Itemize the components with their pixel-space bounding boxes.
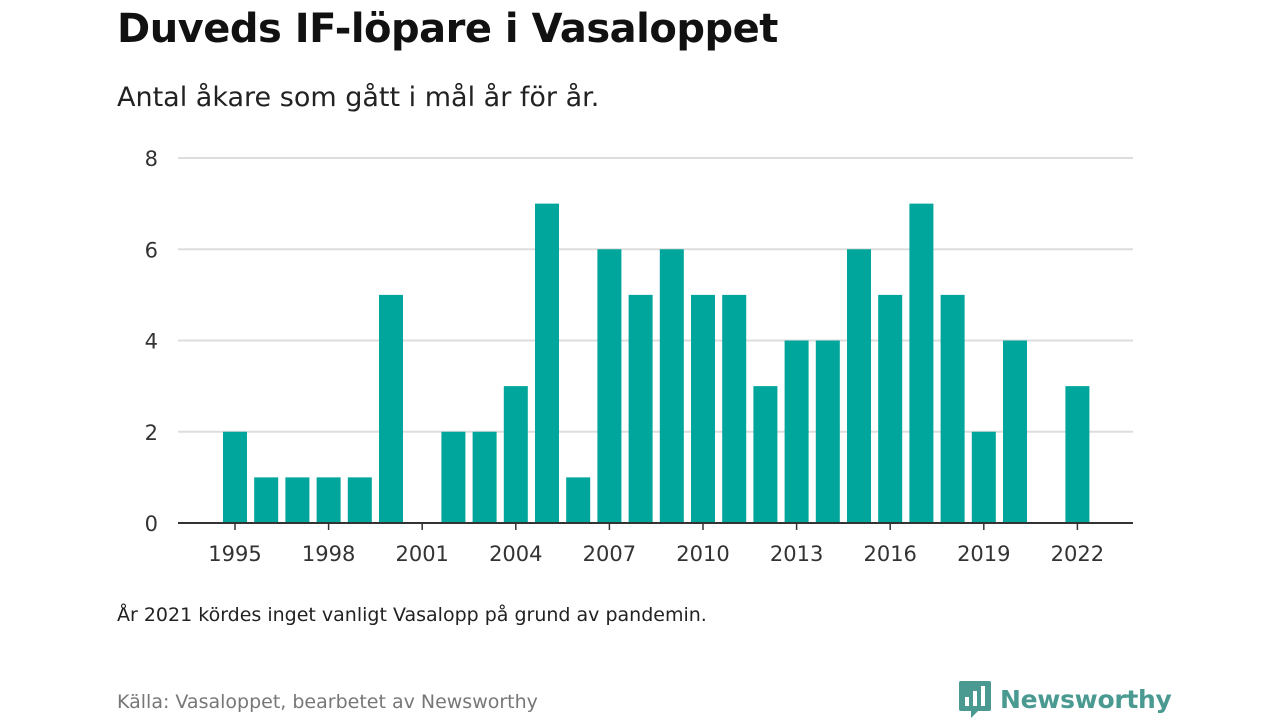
- bar: [535, 203, 559, 523]
- y-tick-label: 6: [145, 238, 158, 262]
- bar: [815, 340, 840, 523]
- bar-chart-speech-bubble-icon: [959, 681, 991, 718]
- chart-title: Duveds IF-löpare i Vasaloppet: [117, 6, 778, 52]
- bar: [223, 431, 247, 523]
- bar: [441, 431, 466, 523]
- bar: [691, 294, 715, 523]
- bar: [940, 294, 965, 523]
- brand-logo: Newsworthy: [958, 679, 1172, 719]
- bar: [722, 294, 747, 523]
- bar: [847, 249, 871, 523]
- x-tick-label: 2022: [1051, 542, 1104, 566]
- bar: [784, 340, 809, 523]
- y-tick-label: 0: [145, 512, 158, 536]
- source-credit: Källa: Vasaloppet, bearbetet av Newswort…: [117, 691, 538, 713]
- brand-name: Newsworthy: [1000, 684, 1172, 714]
- bar: [971, 431, 996, 523]
- bar: [379, 294, 403, 523]
- y-tick-label: 2: [145, 421, 158, 445]
- bar: [1065, 386, 1090, 523]
- x-tick-label: 2013: [770, 542, 823, 566]
- x-tick-label: 1995: [208, 542, 261, 566]
- chart-subtitle: Antal åkare som gått i mål år för år.: [117, 82, 600, 113]
- x-tick-label: 2004: [489, 542, 542, 566]
- y-tick-label: 8: [145, 147, 158, 171]
- bar: [597, 249, 622, 523]
- x-tick-label: 2007: [583, 542, 636, 566]
- x-tick-label: 2010: [676, 542, 729, 566]
- bar: [878, 294, 903, 523]
- bar: [503, 386, 528, 523]
- bar: [285, 477, 310, 523]
- x-tick-label: 2001: [395, 542, 448, 566]
- bar: [1003, 340, 1027, 523]
- bar: [472, 431, 497, 523]
- chart-note: År 2021 kördes inget vanligt Vasalopp på…: [117, 604, 707, 626]
- bar: [316, 477, 341, 523]
- bar: [254, 477, 279, 523]
- bar: [566, 477, 591, 523]
- x-tick-label: 1998: [302, 542, 355, 566]
- bar: [347, 477, 372, 523]
- x-tick-label: 2016: [863, 542, 916, 566]
- bar: [628, 294, 653, 523]
- bar: [909, 203, 934, 523]
- y-tick-label: 4: [145, 330, 158, 354]
- bar: [753, 386, 778, 523]
- bar: [659, 249, 684, 523]
- bar-chart: 0 2 4 6 8 1995 1998 2001 2004 2007 2010 2013 2016 201…: [145, 147, 1133, 566]
- x-tick-label: 2019: [957, 542, 1010, 566]
